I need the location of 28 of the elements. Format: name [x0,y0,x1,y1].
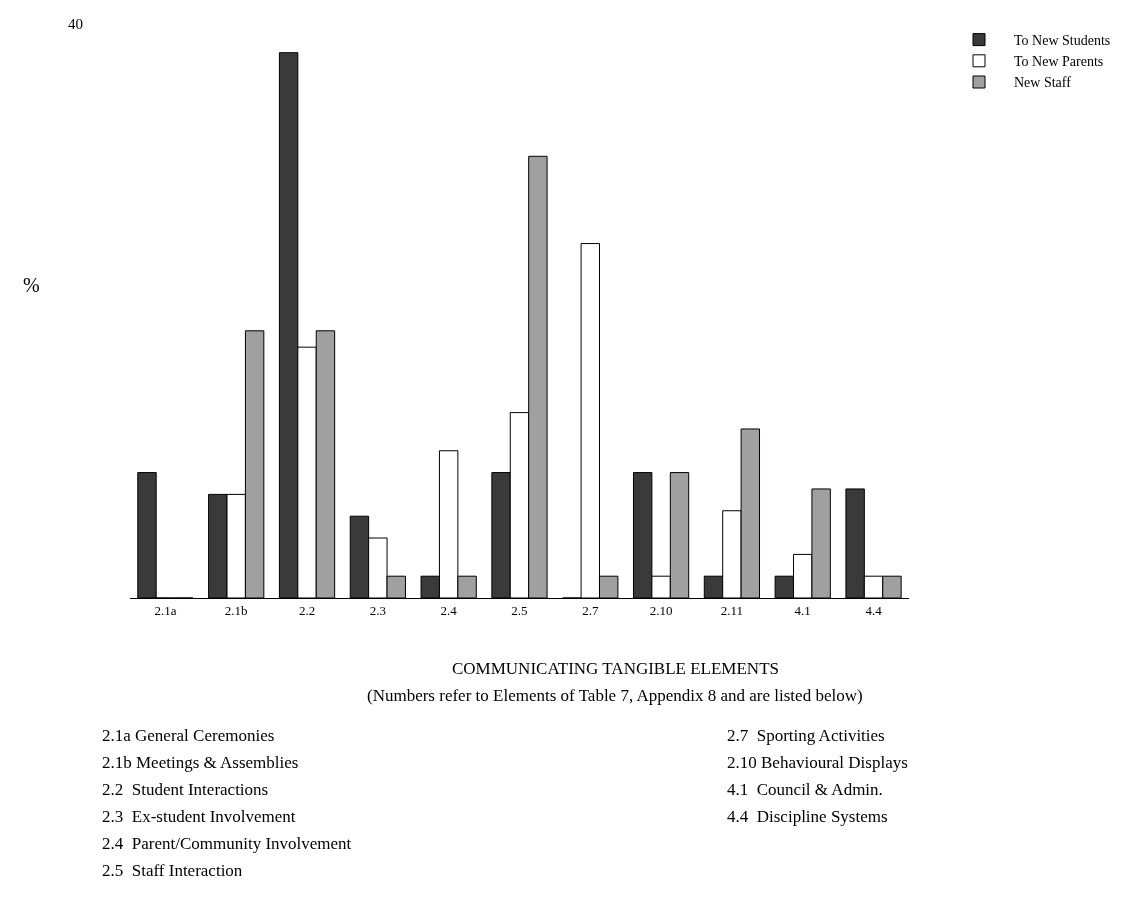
x-tick-label: 2.1a [154,602,177,618]
text: 40 [68,16,83,32]
text: 2.10 Behavioural Displays [727,753,908,772]
x-axis-title: COMMUNICATING TANGIBLE ELEMENTS [452,659,779,678]
text: 2.4 Parent/Community Involvement [102,834,352,853]
legend-label: To New Parents [1014,54,1104,70]
legend-label: To New Students [1014,33,1111,49]
x-tick-label: 2.2 [298,602,316,618]
text: 2.3 Ex-student Involvement [102,807,296,826]
x-tick-label: 2.11 [720,602,744,618]
x-tick-label: 2.7 [582,602,599,618]
x-tick-label: 4.4 [865,602,883,618]
text: (Numbers refer to Elements of Table 7, Appendix 8 and are listed below) [367,686,863,705]
x-tick-label: 2.1b [224,602,248,618]
text: 4.1 Council & Admin. [727,780,883,799]
legend-label: New Staff [1014,75,1072,91]
text: 2.7 Sporting Activities [727,726,885,745]
x-tick-label: 4.1 [794,602,811,618]
x-tick-label: 2.10 [649,602,673,618]
x-tick-label: 2.5 [511,602,528,618]
text: 2.5 Staff Interaction [102,861,243,880]
y-axis-title: % [23,274,40,296]
text: 2.1a General Ceremonies [102,726,275,745]
text: 2.1b Meetings & Assemblies [102,753,299,772]
text: 4.4 Discipline Systems [727,807,888,826]
x-tick-label: 2.4 [440,602,458,618]
x-tick-label: 2.3 [369,602,386,618]
text: 2.2 Student Interactions [102,780,269,799]
